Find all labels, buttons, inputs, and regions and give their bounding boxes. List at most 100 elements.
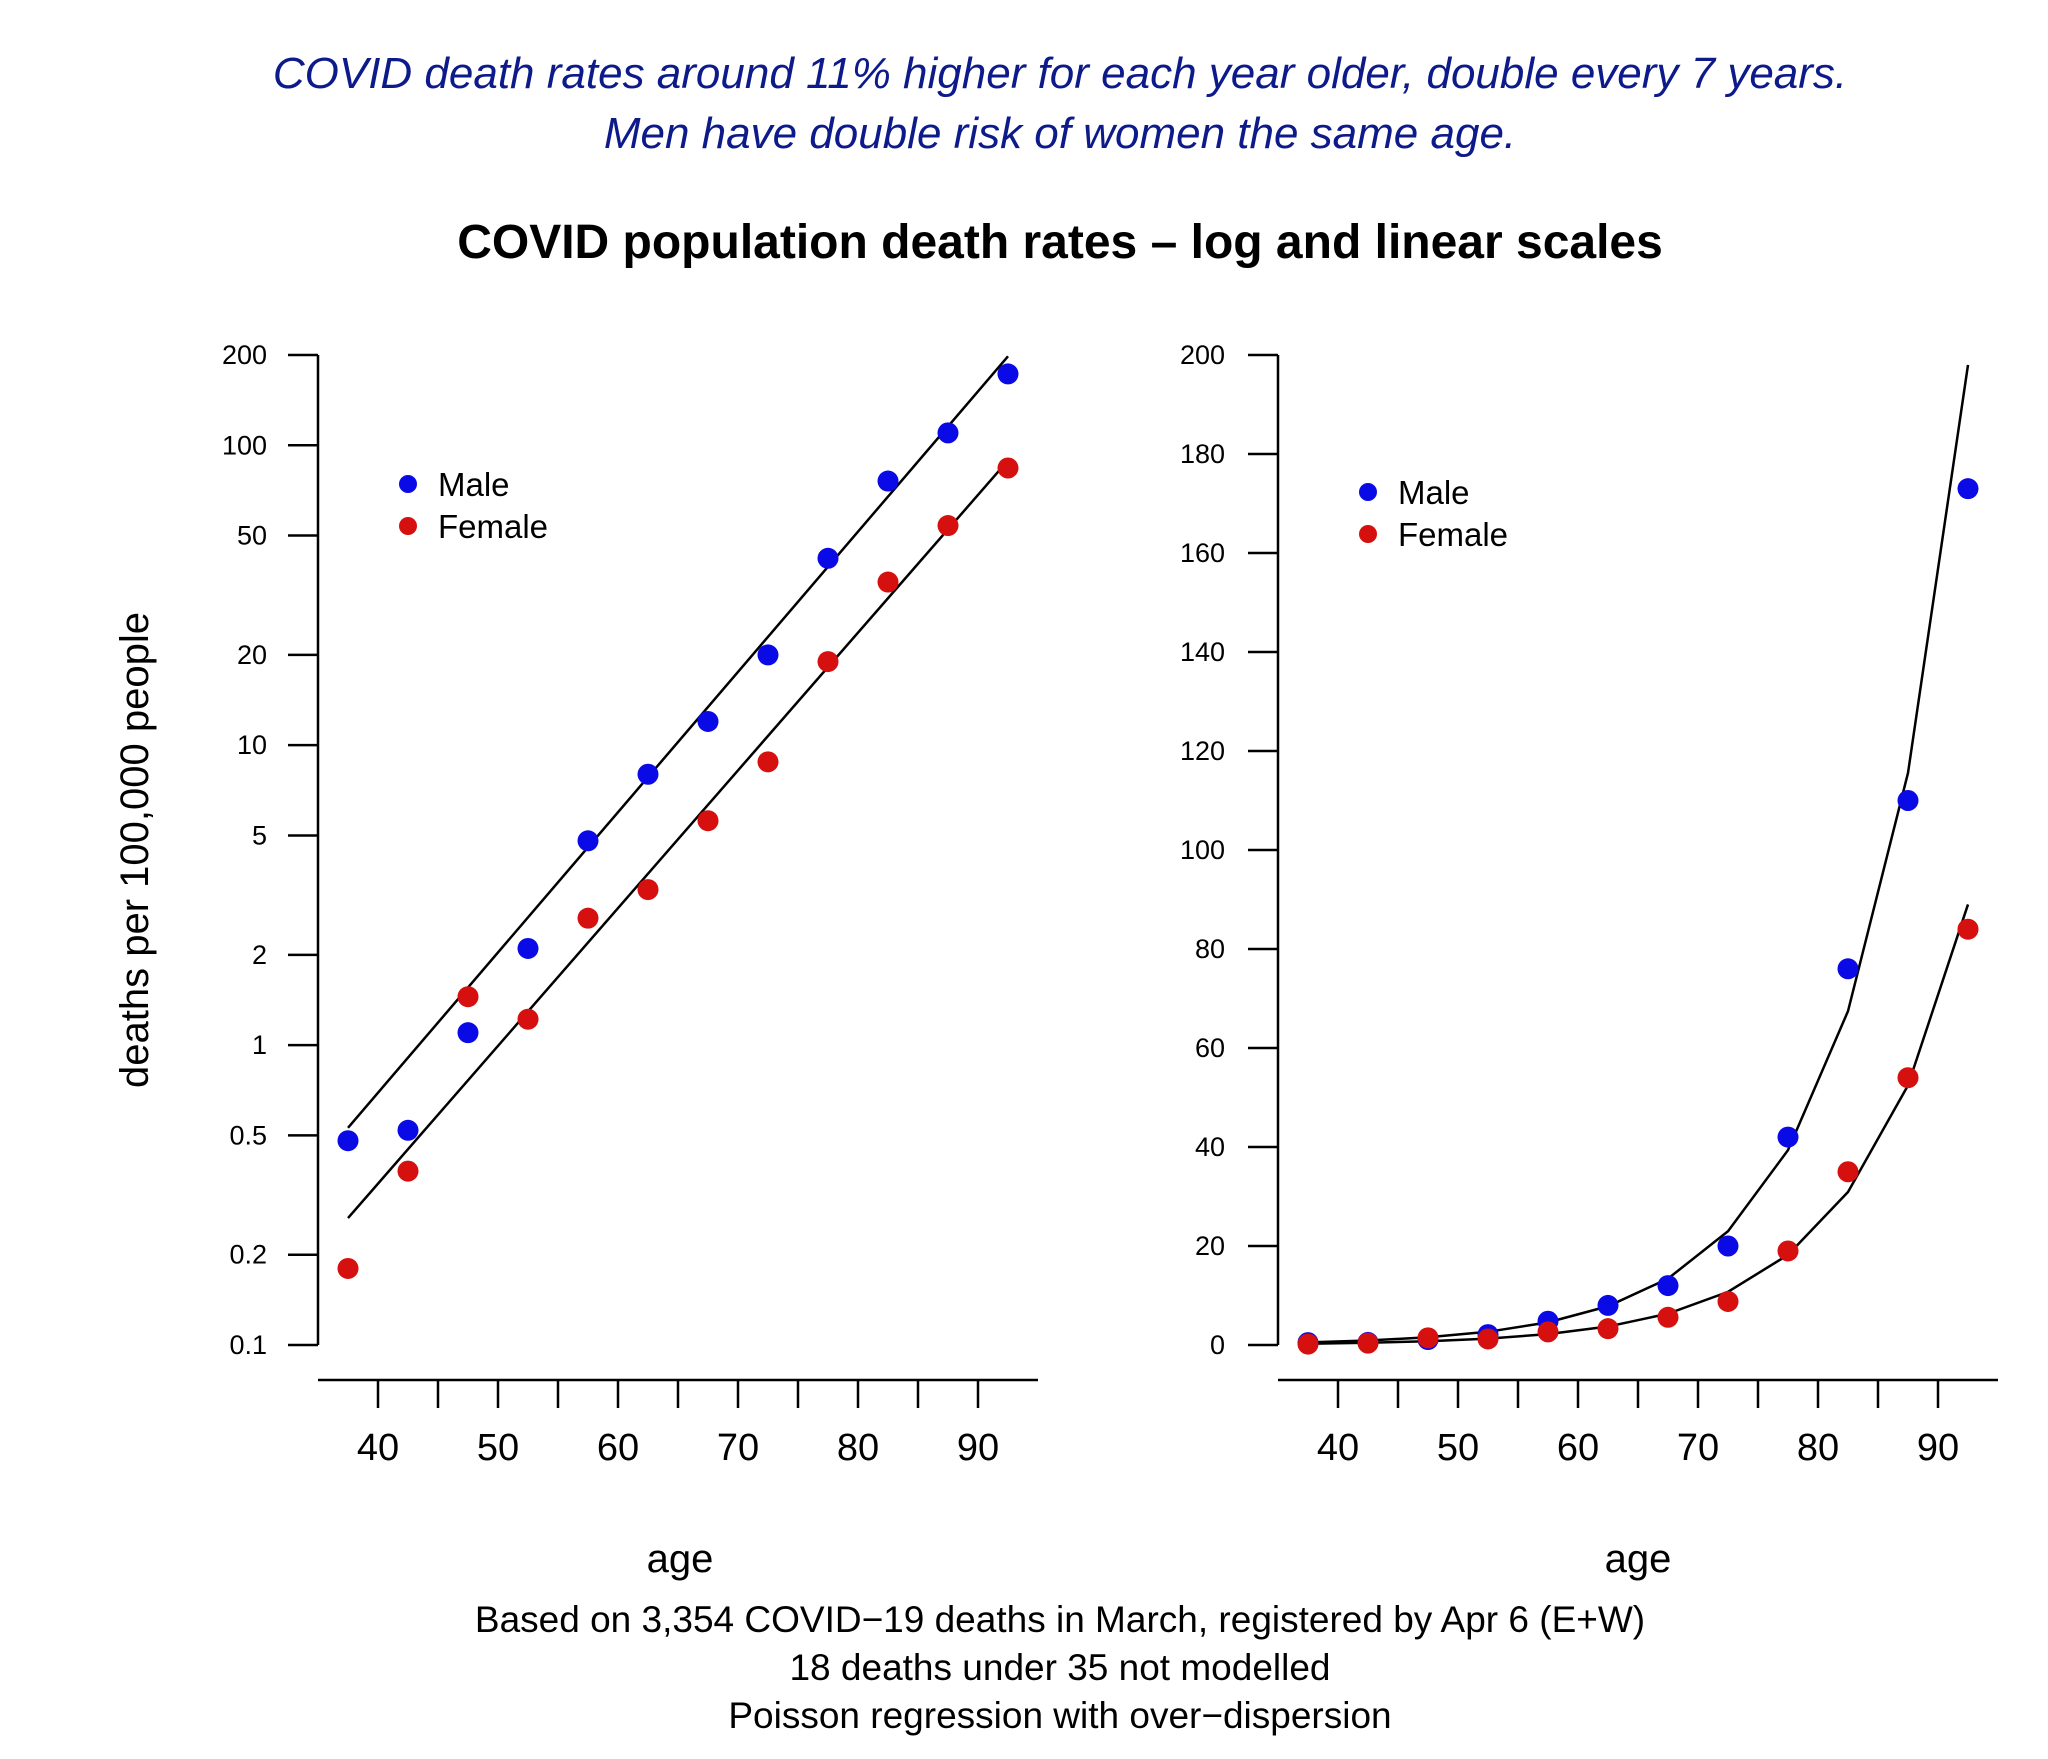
female-fit-line — [1307, 904, 1970, 1345]
x-tick-label: 40 — [1317, 1427, 1359, 1469]
y-tick-label: 2 — [252, 940, 267, 970]
male-legend-marker — [399, 475, 417, 493]
caption-line-2: 18 deaths under 35 not modelled — [789, 1647, 1330, 1688]
male-data-point — [1597, 1294, 1619, 1316]
male-legend-marker — [1359, 483, 1377, 501]
female-data-point — [457, 986, 479, 1008]
male-data-point — [817, 547, 839, 569]
male-data-point — [517, 937, 539, 959]
y-tick-label: 100 — [1180, 835, 1225, 865]
male-data-point — [1717, 1235, 1739, 1257]
y-tick-label: 20 — [237, 640, 267, 670]
caption-line-1: Based on 3,354 COVID−19 deaths in March,… — [475, 1599, 1645, 1640]
y-tick-label: 0.2 — [229, 1240, 267, 1270]
female-data-point — [637, 879, 659, 901]
female-data-point — [877, 571, 899, 593]
y-tick-label: 120 — [1180, 736, 1225, 766]
male-data-point — [937, 422, 959, 444]
male-legend-label: Male — [1398, 474, 1470, 511]
female-data-point — [1957, 918, 1979, 940]
female-data-point — [1777, 1240, 1799, 1262]
female-data-point — [1477, 1328, 1499, 1350]
male-data-point — [877, 470, 899, 492]
y-tick-label: 0.5 — [229, 1120, 267, 1150]
x-tick-label: 80 — [1797, 1427, 1839, 1469]
female-data-point — [1657, 1306, 1679, 1328]
female-legend-label: Female — [438, 508, 548, 545]
y-tick-label: 1 — [252, 1030, 267, 1060]
y-tick-label: 100 — [222, 430, 267, 460]
y-tick-label: 200 — [1180, 340, 1225, 370]
female-legend-marker — [399, 517, 417, 535]
male-data-point — [397, 1119, 419, 1141]
female-data-point — [337, 1257, 359, 1279]
female-data-point — [397, 1160, 419, 1182]
male-data-point — [1657, 1275, 1679, 1297]
x-tick-label: 50 — [1437, 1427, 1479, 1469]
female-data-point — [937, 515, 959, 537]
y-tick-label: 50 — [237, 521, 267, 551]
male-data-point — [577, 830, 599, 852]
male-data-point — [637, 763, 659, 785]
y-tick-label: 160 — [1180, 538, 1225, 568]
log-scale-panel: 200 100 50 20 10 5 2 1 0.5 0.2 0.1 40 50 60 70 80 90 age d… — [113, 340, 1038, 1581]
x-tick-label: 40 — [357, 1427, 399, 1469]
headline-line-1: COVID death rates around 11% higher for … — [273, 49, 1847, 98]
y-tick-label: 180 — [1180, 439, 1225, 469]
x-tick-label: 90 — [957, 1427, 999, 1469]
male-data-point — [1777, 1126, 1799, 1148]
female-legend-marker — [1359, 525, 1377, 543]
female-data-point — [517, 1008, 539, 1030]
x-tick-label: 60 — [597, 1427, 639, 1469]
male-data-point — [997, 363, 1019, 385]
y-axis-label: deaths per 100,000 people — [113, 612, 157, 1088]
male-data-point — [757, 644, 779, 666]
male-data-point — [1837, 958, 1859, 980]
female-fit-line — [347, 459, 1009, 1219]
y-tick-label: 0 — [1210, 1330, 1225, 1360]
female-legend-label: Female — [1398, 516, 1508, 553]
x-tick-label: 60 — [1557, 1427, 1599, 1469]
female-data-point — [817, 651, 839, 673]
female-data-point — [1417, 1327, 1439, 1349]
y-tick-label: 5 — [252, 820, 267, 850]
female-data-point — [1537, 1321, 1559, 1343]
x-axis-label: age — [647, 1537, 714, 1581]
caption-line-3: Poisson regression with over−dispersion — [728, 1695, 1391, 1736]
x-tick-label: 90 — [1917, 1427, 1959, 1469]
female-data-point — [1897, 1067, 1919, 1089]
female-data-point — [1297, 1333, 1319, 1355]
male-data-point — [457, 1022, 479, 1044]
x-axis-label: age — [1605, 1537, 1672, 1581]
chart-title: COVID population death rates – log and l… — [457, 216, 1663, 269]
y-tick-label: 20 — [1195, 1231, 1225, 1261]
y-tick-label: 200 — [222, 340, 267, 370]
y-tick-label: 140 — [1180, 637, 1225, 667]
x-tick-label: 80 — [837, 1427, 879, 1469]
female-data-point — [997, 457, 1019, 479]
y-tick-label: 80 — [1195, 934, 1225, 964]
male-data-point — [337, 1130, 359, 1152]
male-fit-line — [1307, 364, 1970, 1344]
female-data-point — [757, 751, 779, 773]
headline-line-2: Men have double risk of women the same a… — [604, 109, 1516, 158]
female-data-point — [1837, 1161, 1859, 1183]
y-tick-label: 60 — [1195, 1033, 1225, 1063]
female-data-point — [1357, 1332, 1379, 1354]
linear-scale-panel: 0 20 40 60 80 100 120 140 160 180 200 40 50 60 70 80 90 a… — [1180, 340, 1998, 1581]
female-data-point — [1717, 1290, 1739, 1312]
male-data-point — [697, 710, 719, 732]
female-data-point — [577, 907, 599, 929]
x-tick-label: 50 — [477, 1427, 519, 1469]
female-data-point — [1597, 1318, 1619, 1340]
male-data-point — [1897, 790, 1919, 811]
female-data-point — [697, 810, 719, 832]
male-data-point — [1957, 478, 1979, 500]
y-tick-label: 0.1 — [229, 1330, 267, 1360]
x-tick-label: 70 — [1677, 1427, 1719, 1469]
y-tick-label: 10 — [237, 730, 267, 760]
male-legend-label: Male — [438, 466, 510, 503]
y-tick-label: 40 — [1195, 1132, 1225, 1162]
x-tick-label: 70 — [717, 1427, 759, 1469]
